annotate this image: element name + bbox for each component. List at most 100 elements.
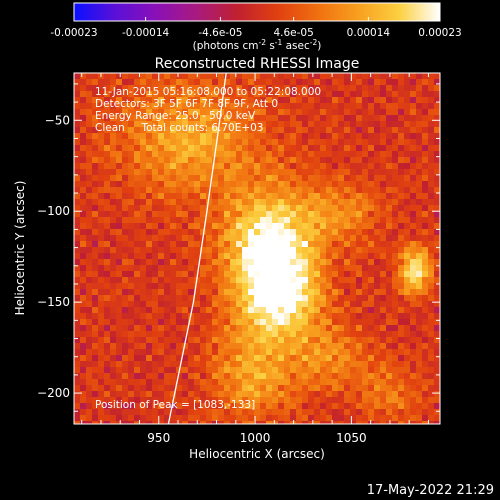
- heatmap-cell: [344, 97, 351, 104]
- heatmap-cell: [326, 361, 333, 368]
- heatmap-cell: [104, 391, 111, 398]
- heatmap-cell: [380, 91, 387, 98]
- heatmap-cell: [278, 223, 285, 230]
- heatmap-cell: [170, 415, 177, 422]
- heatmap-cell: [218, 313, 225, 320]
- heatmap-cell: [152, 397, 159, 404]
- heatmap-cell: [164, 409, 171, 416]
- heatmap-cell: [140, 295, 147, 302]
- heatmap-cell: [344, 241, 351, 248]
- heatmap-cell: [200, 337, 207, 344]
- heatmap-cell: [296, 205, 303, 212]
- heatmap-cell: [86, 223, 93, 230]
- heatmap-cell: [308, 295, 315, 302]
- heatmap-cell: [320, 415, 327, 422]
- heatmap-cell: [326, 187, 333, 194]
- heatmap-cell: [404, 367, 411, 374]
- heatmap-cell: [116, 415, 123, 422]
- heatmap-cell: [398, 163, 405, 170]
- heatmap-cell: [380, 343, 387, 350]
- heatmap-cell: [260, 151, 267, 158]
- heatmap-cell: [344, 73, 351, 80]
- heatmap-cell: [182, 295, 189, 302]
- heatmap-cell: [182, 241, 189, 248]
- heatmap-cell: [200, 319, 207, 326]
- heatmap-cell: [194, 415, 201, 422]
- heatmap-cell: [98, 331, 105, 338]
- heatmap-cell: [386, 313, 393, 320]
- heatmap-cell: [434, 331, 440, 338]
- heatmap-cell: [152, 295, 159, 302]
- heatmap-cell: [320, 181, 327, 188]
- heatmap-cell: [104, 385, 111, 392]
- heatmap-cell: [164, 181, 171, 188]
- heatmap-cell: [152, 217, 159, 224]
- heatmap-cell: [254, 109, 261, 116]
- heatmap-cell: [230, 301, 237, 308]
- heatmap-cell: [176, 223, 183, 230]
- heatmap-cell: [320, 373, 327, 380]
- heatmap-cell: [74, 193, 81, 200]
- heatmap-cell: [200, 211, 207, 218]
- heatmap-cell: [428, 265, 435, 272]
- heatmap-cell: [272, 139, 279, 146]
- heatmap-cell: [290, 121, 297, 128]
- heatmap-cell: [242, 349, 249, 356]
- heatmap-cell: [242, 283, 249, 290]
- heatmap-cell: [422, 181, 429, 188]
- heatmap-cell: [428, 397, 435, 404]
- heatmap-cell: [374, 175, 381, 182]
- heatmap-cell: [326, 181, 333, 188]
- heatmap-cell: [110, 391, 117, 398]
- heatmap-cell: [272, 301, 279, 308]
- heatmap-cell: [80, 355, 87, 362]
- heatmap-cell: [350, 187, 357, 194]
- heatmap-cell: [92, 199, 99, 206]
- heatmap-cell: [182, 403, 189, 410]
- heatmap-cell: [410, 367, 417, 374]
- heatmap-cell: [266, 199, 273, 206]
- heatmap-cell: [272, 157, 279, 164]
- heatmap-cell: [266, 319, 273, 326]
- heatmap-cell: [392, 157, 399, 164]
- heatmap-cell: [260, 265, 267, 272]
- heatmap-cell: [380, 373, 387, 380]
- heatmap-cell: [80, 79, 87, 86]
- heatmap-cell: [146, 361, 153, 368]
- heatmap-cell: [248, 205, 255, 212]
- heatmap-cell: [194, 241, 201, 248]
- heatmap-cell: [338, 403, 345, 410]
- heatmap-cell: [272, 415, 279, 422]
- heatmap-cell: [278, 367, 285, 374]
- heatmap-cell: [272, 319, 279, 326]
- heatmap-cell: [230, 121, 237, 128]
- heatmap-cell: [218, 259, 225, 266]
- heatmap-cell: [248, 175, 255, 182]
- heatmap-cell: [272, 145, 279, 152]
- heatmap-cell: [152, 367, 159, 374]
- heatmap-cell: [176, 331, 183, 338]
- heatmap-cell: [116, 181, 123, 188]
- heatmap-cell: [302, 163, 309, 170]
- heatmap-cell: [146, 391, 153, 398]
- heatmap-cell: [428, 295, 435, 302]
- heatmap-cell: [290, 205, 297, 212]
- heatmap-cell: [224, 313, 231, 320]
- heatmap-cell: [260, 241, 267, 248]
- heatmap-cell: [326, 313, 333, 320]
- heatmap-cell: [212, 223, 219, 230]
- heatmap-cell: [146, 157, 153, 164]
- heatmap-cell: [134, 205, 141, 212]
- heatmap-cell: [344, 409, 351, 416]
- heatmap-cell: [428, 193, 435, 200]
- heatmap-cell: [272, 235, 279, 242]
- heatmap-cell: [296, 157, 303, 164]
- heatmap-cell: [344, 103, 351, 110]
- heatmap-cell: [242, 133, 249, 140]
- heatmap-cell: [248, 415, 255, 422]
- heatmap-cell: [416, 271, 423, 278]
- heatmap-cell: [416, 73, 423, 80]
- heatmap-cell: [404, 355, 411, 362]
- heatmap-cell: [236, 385, 243, 392]
- heatmap-cell: [314, 85, 321, 92]
